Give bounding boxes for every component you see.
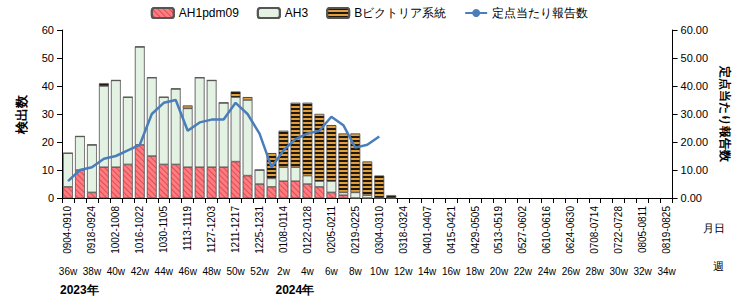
svg-text:50.00: 50.00: [681, 52, 709, 64]
svg-text:6w: 6w: [325, 266, 339, 277]
svg-text:1002-1008: 1002-1008: [110, 206, 121, 254]
svg-text:0205-0211: 0205-0211: [326, 206, 337, 254]
svg-text:10.00: 10.00: [681, 164, 709, 176]
svg-text:20: 20: [42, 136, 54, 148]
svg-text:AH1pdm09: AH1pdm09: [179, 6, 239, 20]
svg-text:0819-0825: 0819-0825: [661, 206, 672, 254]
svg-text:検出数: 検出数: [14, 94, 29, 135]
svg-text:8w: 8w: [349, 266, 363, 277]
svg-text:0624-0630: 0624-0630: [565, 206, 576, 254]
svg-text:0904-0910: 0904-0910: [62, 206, 73, 254]
svg-text:30: 30: [42, 108, 54, 120]
svg-text:1030-1105: 1030-1105: [158, 206, 169, 254]
svg-text:0708-0714: 0708-0714: [589, 206, 600, 254]
svg-text:10: 10: [42, 164, 54, 176]
svg-text:0527-0602: 0527-0602: [517, 206, 528, 254]
svg-text:52w: 52w: [250, 266, 269, 277]
svg-text:1113-1119: 1113-1119: [182, 206, 193, 251]
svg-text:0122-0128: 0122-0128: [302, 206, 313, 254]
svg-text:月日: 月日: [703, 222, 725, 234]
svg-text:0304-0310: 0304-0310: [374, 206, 385, 254]
svg-text:40: 40: [42, 80, 54, 92]
svg-text:48w: 48w: [202, 266, 221, 277]
svg-text:Bビクトリア系統: Bビクトリア系統: [354, 6, 446, 20]
svg-text:2024年: 2024年: [275, 283, 314, 297]
svg-text:4w: 4w: [301, 266, 315, 277]
svg-text:34w: 34w: [657, 266, 676, 277]
svg-text:44w: 44w: [155, 266, 174, 277]
svg-text:24w: 24w: [538, 266, 557, 277]
svg-text:0219-0225: 0219-0225: [350, 206, 361, 254]
svg-text:36w: 36w: [59, 266, 78, 277]
svg-text:30.00: 30.00: [681, 108, 709, 120]
svg-text:0318-0324: 0318-0324: [398, 206, 409, 254]
svg-text:46w: 46w: [179, 266, 198, 277]
svg-text:60: 60: [42, 24, 54, 36]
svg-text:0108-0114: 0108-0114: [278, 206, 289, 254]
svg-text:22w: 22w: [514, 266, 533, 277]
svg-text:1225-1231: 1225-1231: [254, 206, 265, 254]
svg-text:38w: 38w: [83, 266, 102, 277]
svg-text:2023年: 2023年: [60, 283, 99, 297]
svg-text:32w: 32w: [633, 266, 652, 277]
svg-text:30w: 30w: [610, 266, 629, 277]
svg-text:1127-1203: 1127-1203: [206, 206, 217, 254]
svg-text:26w: 26w: [562, 266, 581, 277]
svg-text:定点当たり報告数: 定点当たり報告数: [718, 65, 732, 163]
svg-text:0.00: 0.00: [681, 192, 702, 204]
svg-text:0: 0: [48, 192, 54, 204]
svg-text:18w: 18w: [466, 266, 485, 277]
svg-text:50w: 50w: [226, 266, 245, 277]
svg-text:0415-0421: 0415-0421: [446, 206, 457, 254]
svg-text:50: 50: [42, 52, 54, 64]
svg-text:10w: 10w: [370, 266, 389, 277]
svg-text:週: 週: [713, 260, 724, 272]
svg-text:0429-0505: 0429-0505: [470, 206, 481, 254]
svg-text:0610-0616: 0610-0616: [541, 206, 552, 254]
svg-text:20w: 20w: [490, 266, 509, 277]
svg-text:0918-0924: 0918-0924: [86, 206, 97, 254]
svg-text:20.00: 20.00: [681, 136, 709, 148]
svg-text:0805-0811: 0805-0811: [637, 206, 648, 254]
svg-text:0513-0519: 0513-0519: [493, 206, 504, 254]
svg-text:0401-0407: 0401-0407: [422, 206, 433, 254]
svg-text:2w: 2w: [277, 266, 291, 277]
svg-text:12w: 12w: [394, 266, 413, 277]
svg-text:14w: 14w: [418, 266, 437, 277]
svg-text:28w: 28w: [586, 266, 605, 277]
svg-text:1016-1022: 1016-1022: [134, 206, 145, 254]
svg-text:40.00: 40.00: [681, 80, 709, 92]
svg-text:40w: 40w: [107, 266, 126, 277]
svg-text:60.00: 60.00: [681, 24, 709, 36]
svg-text:1211-1217: 1211-1217: [230, 206, 241, 254]
svg-text:42w: 42w: [131, 266, 150, 277]
svg-text:定点当たり報告数: 定点当たり報告数: [492, 6, 588, 20]
svg-text:16w: 16w: [442, 266, 461, 277]
svg-text:0722-0728: 0722-0728: [613, 206, 624, 254]
svg-text:AH3: AH3: [285, 6, 309, 20]
